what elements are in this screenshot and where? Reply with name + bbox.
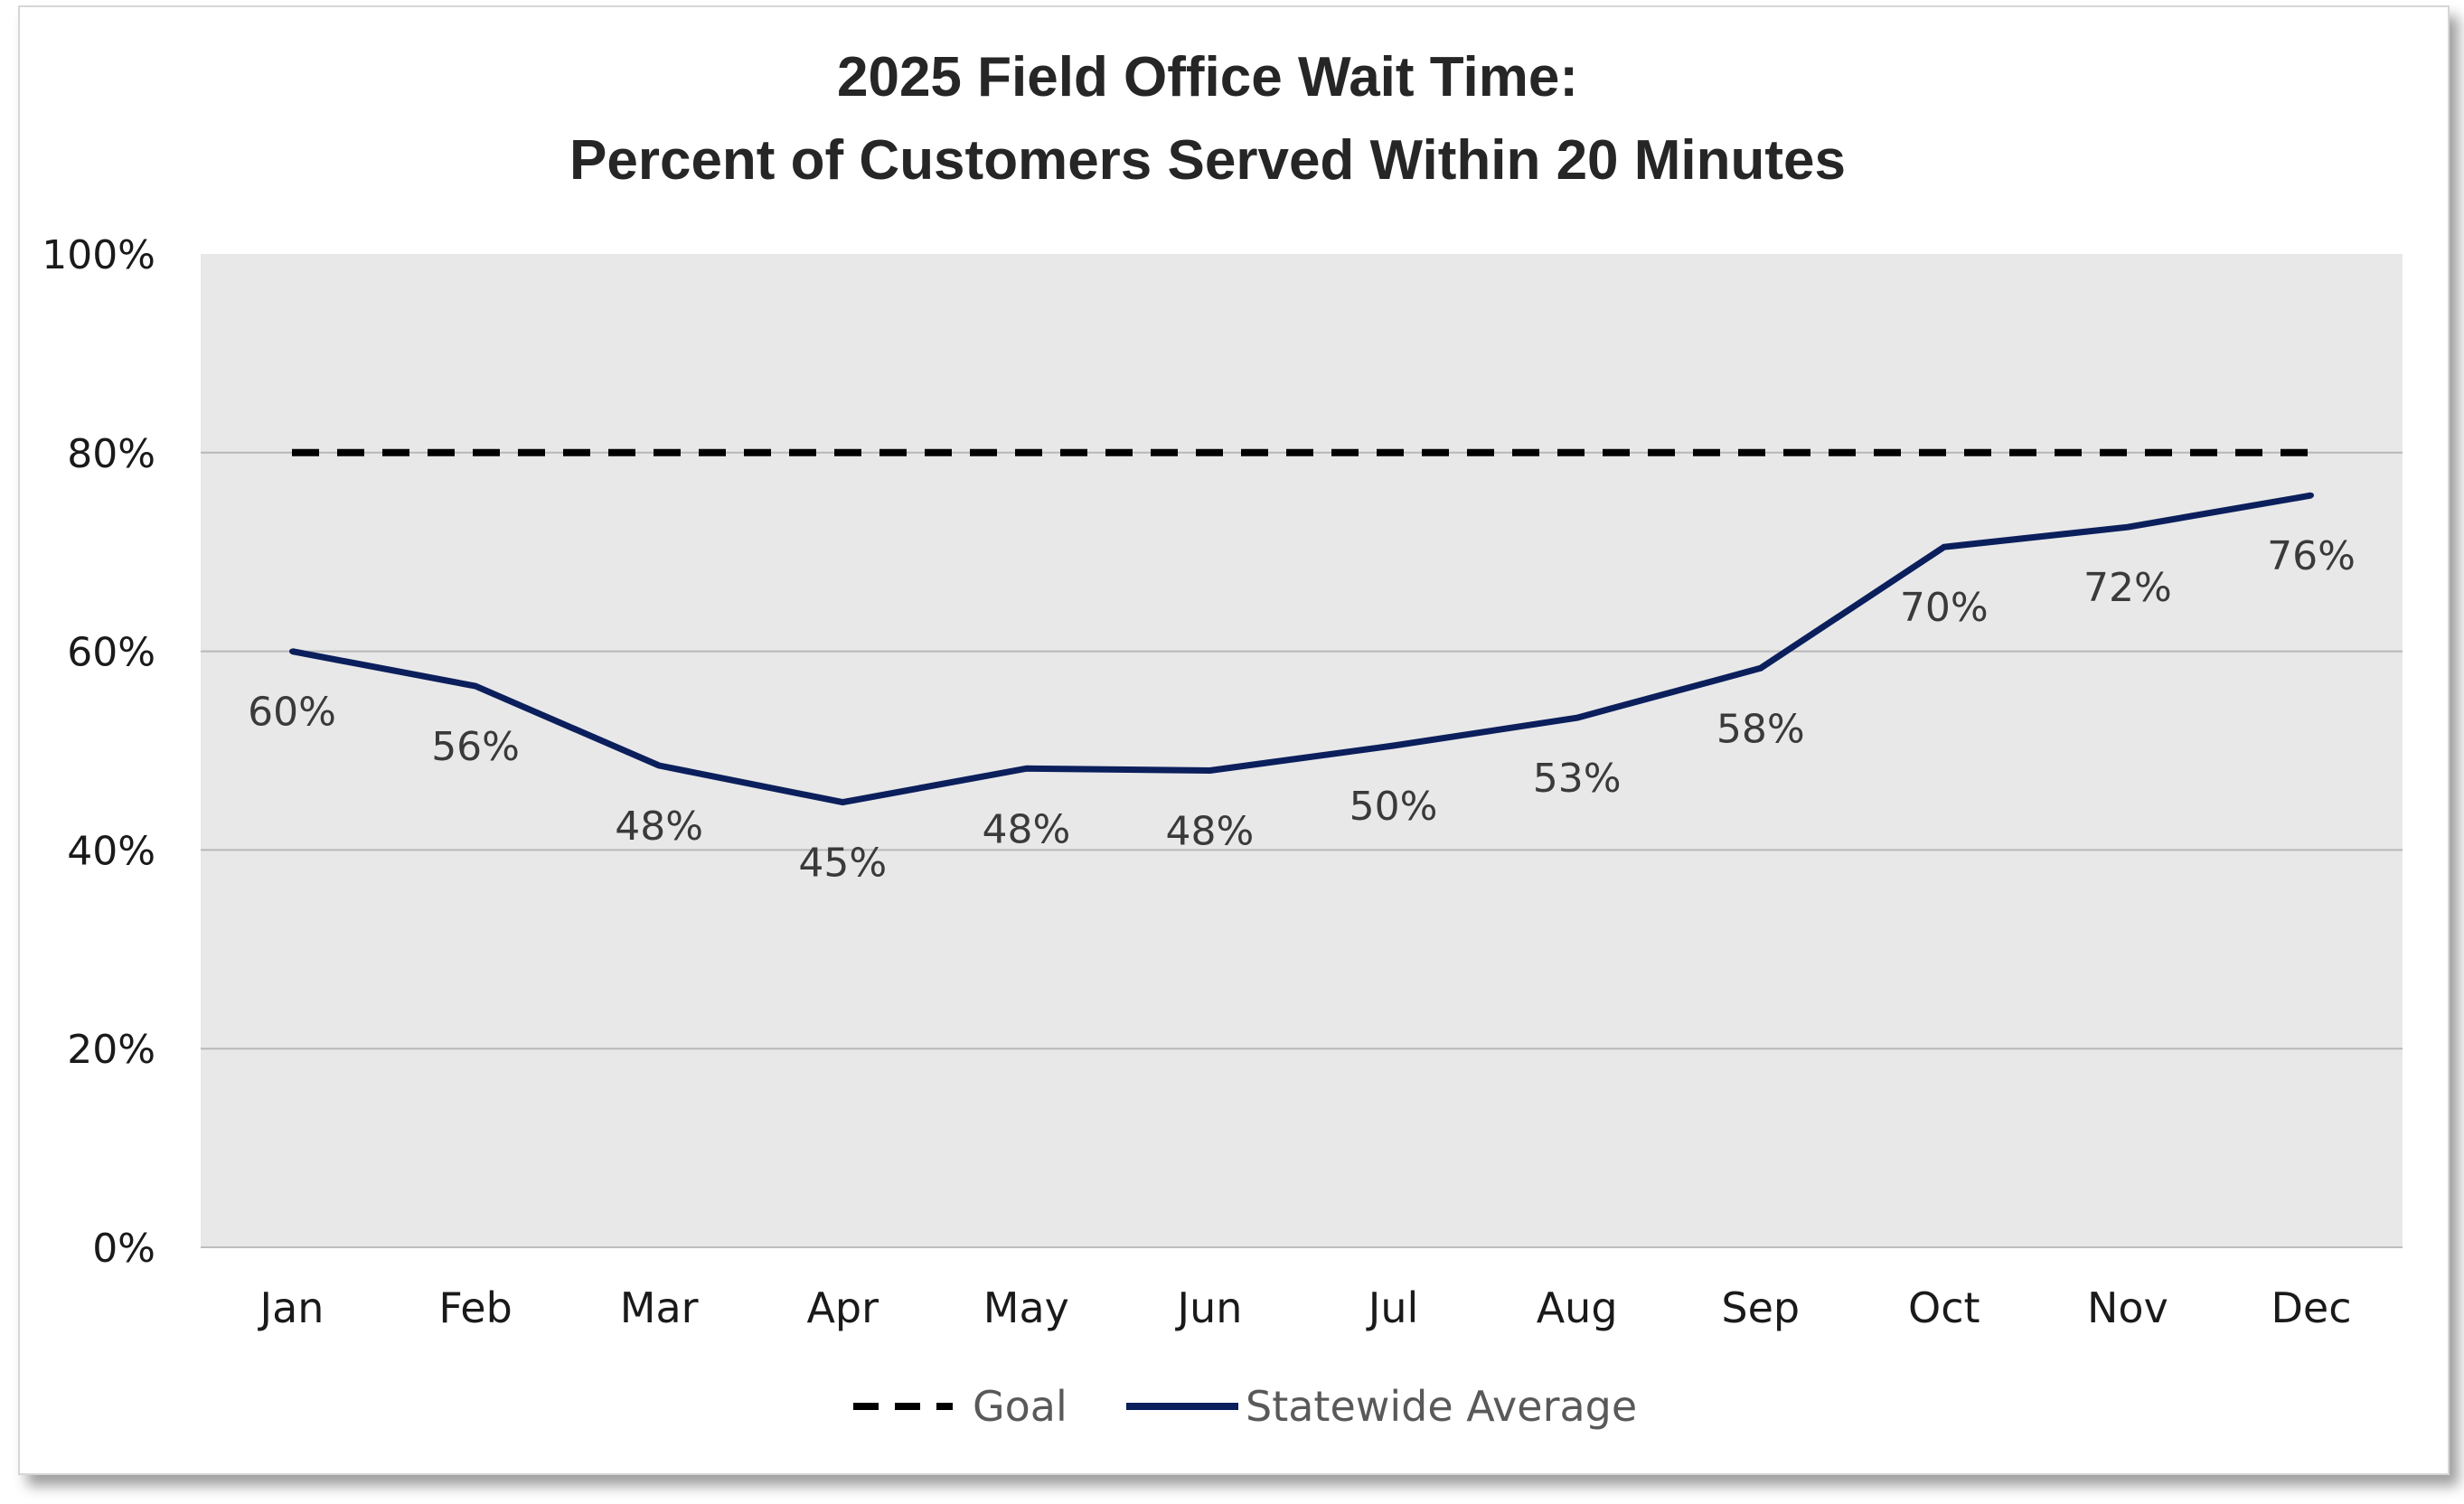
x-axis-ticks: Jan Feb Mar Apr May Jun Jul Aug Sep Oct Nov Dec <box>258 1283 2352 1332</box>
data-label: 60% <box>248 690 336 736</box>
gridlines <box>201 451 2403 1248</box>
data-point <box>2124 524 2130 531</box>
data-label: 48% <box>1166 808 1255 854</box>
data-label: 45% <box>798 841 887 887</box>
y-tick-label: 0% <box>92 1226 155 1272</box>
plot-area <box>201 254 2403 1247</box>
data-point <box>1390 743 1397 749</box>
data-labels: 60% 56% 48% 45% 48% 48% 50% 53% 58% 70% 72% 76% <box>248 533 2356 887</box>
data-point <box>289 648 295 654</box>
x-tick-label: Jun <box>1175 1283 1243 1332</box>
data-label: 53% <box>1533 756 1622 802</box>
x-tick-label: Nov <box>2087 1283 2168 1332</box>
data-point <box>840 799 846 805</box>
data-label: 76% <box>2267 533 2356 579</box>
data-point <box>656 762 663 768</box>
legend-statewide-label: Statewide Average <box>1246 1382 1637 1431</box>
data-label: 48% <box>615 804 703 850</box>
x-tick-label: Dec <box>2271 1283 2351 1332</box>
x-tick-label: Jan <box>258 1283 324 1332</box>
chart-subtitle: Percent of Customers Served Within 20 Mi… <box>569 129 1846 192</box>
x-tick-label: Oct <box>1908 1283 1980 1332</box>
y-tick-label: 80% <box>67 431 155 477</box>
legend-goal-label: Goal <box>973 1382 1067 1431</box>
data-label: 56% <box>431 724 520 770</box>
legend: Goal Statewide Average <box>853 1382 1637 1431</box>
data-point <box>473 683 479 690</box>
chart-title: 2025 Field Office Wait Time: <box>837 46 1578 108</box>
y-tick-label: 20% <box>67 1027 155 1073</box>
data-label: 50% <box>1350 784 1438 830</box>
x-tick-label: Sep <box>1721 1283 1800 1332</box>
y-tick-label: 40% <box>67 828 155 874</box>
series-layer <box>289 448 2314 806</box>
x-tick-label: Aug <box>1537 1283 1618 1332</box>
x-tick-label: Apr <box>806 1283 879 1332</box>
data-label: 58% <box>1716 706 1805 752</box>
x-tick-label: Mar <box>620 1283 699 1332</box>
data-label: 72% <box>2083 565 2172 611</box>
data-point <box>1757 665 1763 672</box>
series-line-statewide-average <box>291 492 2312 806</box>
x-tick-label: Jul <box>1366 1283 1419 1332</box>
data-label: 48% <box>982 806 1070 852</box>
data-point <box>1574 715 1580 721</box>
x-tick-label: Feb <box>438 1283 512 1332</box>
data-point <box>1207 767 1213 774</box>
data-point <box>1023 766 1030 772</box>
data-label: 70% <box>1900 585 1989 631</box>
y-tick-label: 100% <box>42 232 155 278</box>
data-point <box>2309 493 2314 499</box>
x-tick-label: May <box>983 1283 1069 1332</box>
data-point <box>1941 544 1947 550</box>
y-tick-label: 60% <box>67 630 155 676</box>
y-axis-ticks: 0% 20% 40% 60% 80% 100% <box>42 232 155 1272</box>
